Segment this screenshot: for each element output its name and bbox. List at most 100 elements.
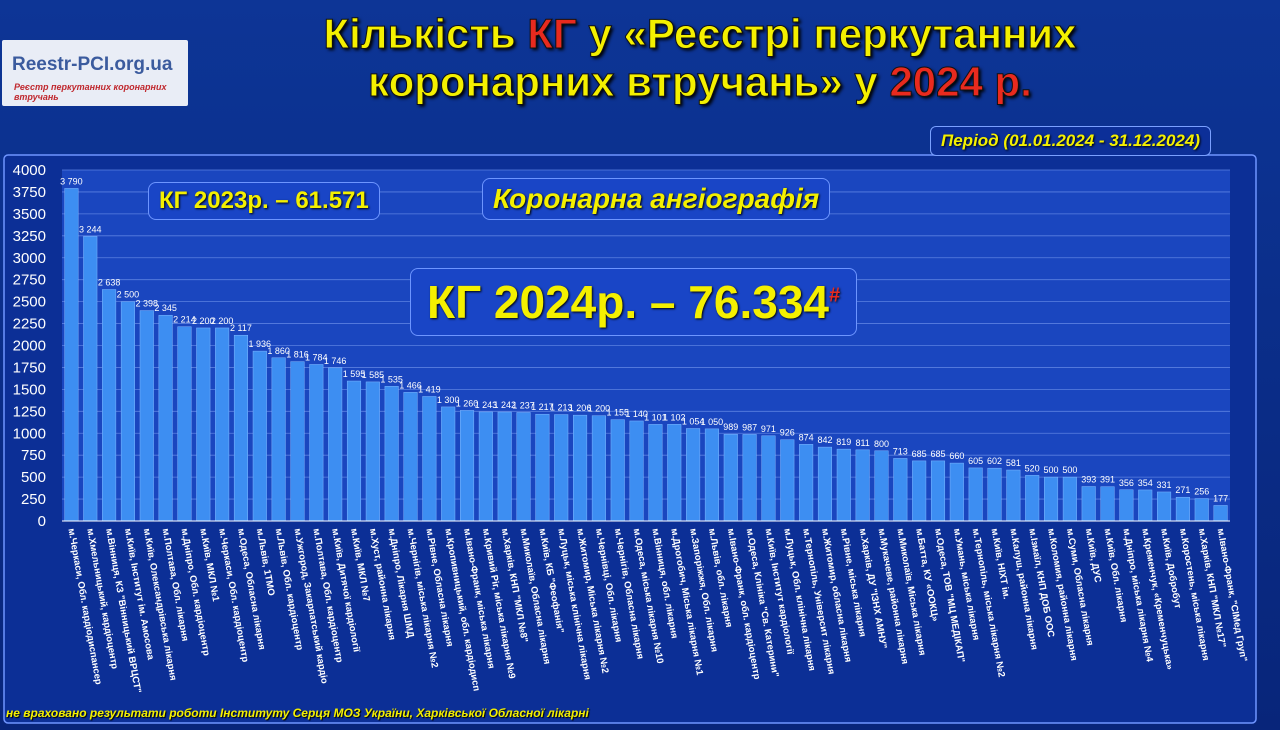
bar xyxy=(1194,498,1209,522)
value-label: 2 200 xyxy=(192,316,215,326)
bar xyxy=(554,414,569,522)
value-label: 1 054 xyxy=(682,417,705,427)
bar xyxy=(460,410,475,522)
value-label: 1 140 xyxy=(625,409,648,419)
bar xyxy=(817,446,832,522)
bar xyxy=(196,327,211,522)
bar xyxy=(1138,489,1153,522)
bar xyxy=(535,413,550,522)
y-tick-label: 1250 xyxy=(13,403,46,420)
value-label: 356 xyxy=(1119,478,1134,488)
title-part: 2024 р. xyxy=(889,58,1032,106)
annotation-text: КГ 2024р. – 76.334 xyxy=(427,276,829,328)
bar xyxy=(723,433,738,522)
value-label: 2 345 xyxy=(154,303,177,313)
y-tick-label: 2750 xyxy=(13,272,46,289)
y-tick-label: 3500 xyxy=(13,206,46,223)
value-label: 1 237 xyxy=(512,400,535,410)
value-label: 331 xyxy=(1157,480,1172,490)
value-label: 1 200 xyxy=(588,404,611,414)
value-label: 1 300 xyxy=(437,395,460,405)
bar xyxy=(83,236,98,522)
value-label: 874 xyxy=(799,432,814,442)
value-label: 581 xyxy=(1006,458,1021,468)
value-label: 1 585 xyxy=(362,370,385,380)
bar xyxy=(215,327,230,522)
bar xyxy=(930,460,946,522)
bar xyxy=(799,444,814,522)
bar xyxy=(1119,489,1134,522)
bar xyxy=(610,419,625,522)
value-label: 685 xyxy=(912,449,927,459)
title-line: коронарних втручань» у 2024 р. xyxy=(200,58,1200,106)
value-label: 271 xyxy=(1175,485,1190,495)
value-label: 3 790 xyxy=(60,176,83,186)
bar xyxy=(742,434,757,522)
bar xyxy=(893,458,908,522)
value-label: 602 xyxy=(987,456,1002,466)
bar xyxy=(1081,486,1096,522)
bar xyxy=(648,424,663,522)
value-label: 660 xyxy=(949,451,964,461)
value-label: 500 xyxy=(1044,465,1059,475)
bar xyxy=(252,350,267,522)
logo: Reestr-PCI.org.ua Реєстр перкутанних кор… xyxy=(2,40,188,106)
title-part: коронарних втручань» у xyxy=(368,58,890,106)
value-label: 1 102 xyxy=(663,412,686,422)
value-label: 1 243 xyxy=(475,400,498,410)
value-label: 2 117 xyxy=(230,323,252,333)
value-label: 1 101 xyxy=(644,412,667,422)
value-label: 1 206 xyxy=(569,403,592,413)
chart-subtitle: Період (01.01.2024 - 31.12.2024) xyxy=(930,126,1212,156)
value-label: 1 419 xyxy=(418,384,441,394)
bar xyxy=(441,406,456,522)
value-label: 520 xyxy=(1025,463,1040,473)
bar xyxy=(139,310,154,522)
y-tick-label: 0 xyxy=(38,513,46,530)
value-label: 354 xyxy=(1138,478,1153,488)
bar xyxy=(629,420,644,522)
value-label: 2 200 xyxy=(211,316,234,326)
bar xyxy=(177,326,192,522)
value-label: 605 xyxy=(968,456,983,466)
value-label: 811 xyxy=(855,438,869,448)
bar xyxy=(704,428,719,522)
bar xyxy=(987,467,1002,522)
bar xyxy=(1157,491,1172,522)
value-label: 926 xyxy=(780,428,795,438)
bar xyxy=(1006,469,1021,522)
value-label: 685 xyxy=(930,449,945,459)
value-label: 1 816 xyxy=(286,350,309,360)
value-label: 1 936 xyxy=(249,339,272,349)
bar xyxy=(874,450,889,522)
value-label: 842 xyxy=(817,435,832,445)
title-part: Кількість xyxy=(323,10,528,58)
bar xyxy=(1025,475,1040,522)
value-label: 713 xyxy=(893,446,908,456)
annotation: КГ 2023р. – 61.571 xyxy=(148,182,380,220)
annotation-mark: # xyxy=(828,284,841,307)
bar xyxy=(158,314,173,522)
value-label: 819 xyxy=(836,437,851,447)
y-tick-label: 4000 xyxy=(13,162,46,179)
value-label: 2 500 xyxy=(117,290,140,300)
value-label: 1 213 xyxy=(550,403,573,413)
value-label: 800 xyxy=(874,439,889,449)
value-label: 987 xyxy=(742,422,757,432)
value-label: 1 535 xyxy=(380,374,403,384)
bar xyxy=(365,381,380,522)
annotation: Коронарна ангіографія xyxy=(482,178,831,220)
bar xyxy=(1100,486,1115,522)
logo-tagline: Реєстр перкутанних коронарних втручань xyxy=(14,82,167,102)
value-label: 1 155 xyxy=(606,408,629,418)
value-label: 1 595 xyxy=(343,369,366,379)
value-label: 1 746 xyxy=(324,356,347,366)
value-label: 393 xyxy=(1081,475,1096,485)
bar xyxy=(968,467,983,522)
title-line: Кількість КГ у «Реєстрі перкутанних xyxy=(200,10,1200,58)
value-label: 1 217 xyxy=(531,402,554,412)
value-label: 2 638 xyxy=(98,278,121,288)
y-tick-label: 1750 xyxy=(13,359,46,376)
y-tick-label: 2250 xyxy=(13,316,46,333)
